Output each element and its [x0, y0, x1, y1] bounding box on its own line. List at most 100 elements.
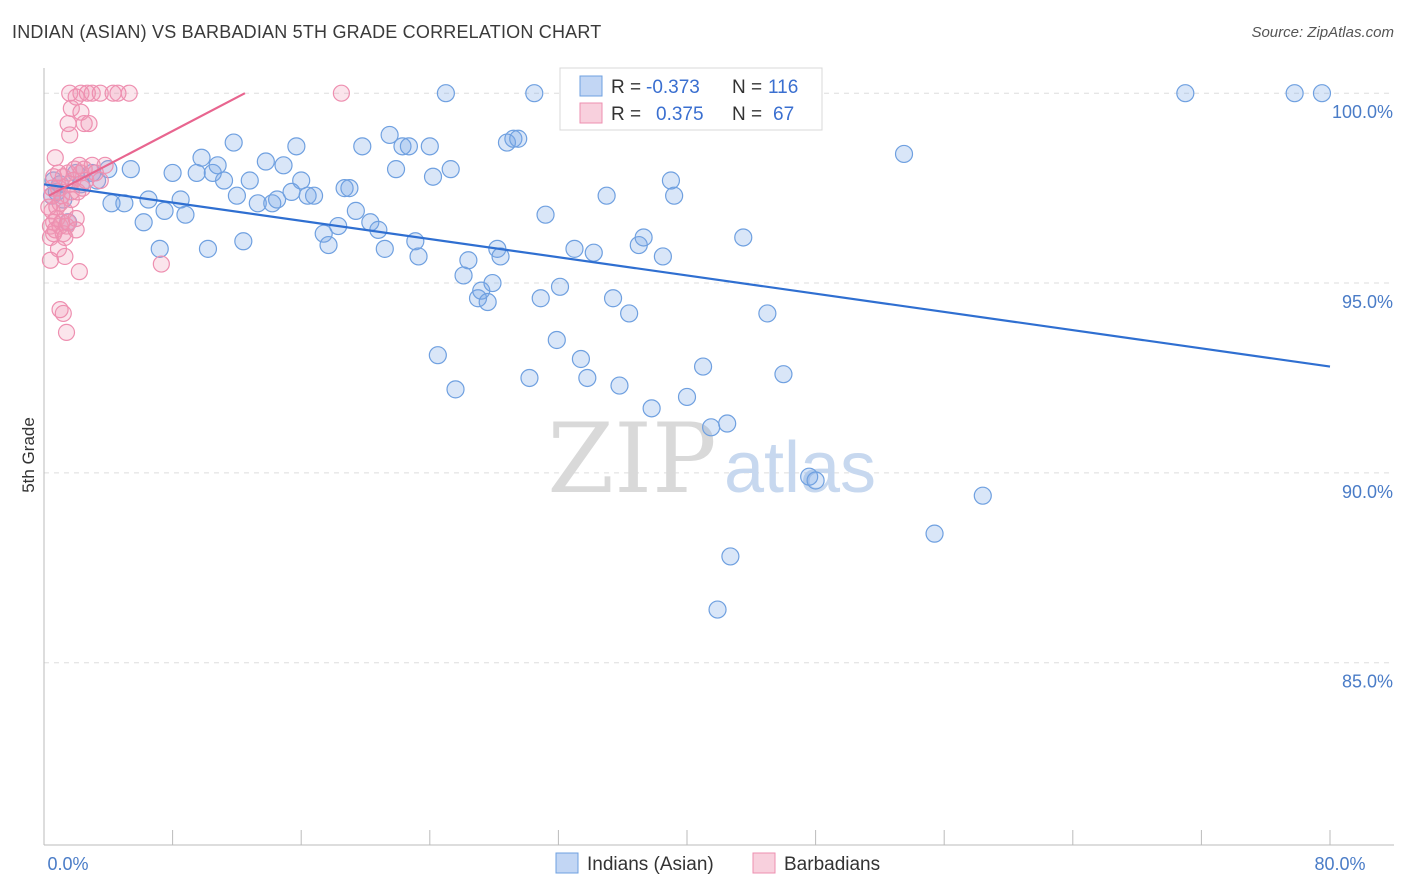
trend-line-indians	[43, 183, 1331, 368]
chart-title: INDIAN (ASIAN) VS BARBADIAN 5TH GRADE CO…	[12, 22, 602, 42]
point-indians	[340, 179, 359, 198]
point-indians	[565, 239, 584, 258]
y-axis-label: 5th Grade	[19, 417, 38, 493]
point-indians	[973, 486, 992, 505]
source-label: Source: ZipAtlas.com	[1251, 24, 1394, 41]
x-tick-label: 0.0%	[47, 854, 88, 874]
y-tick-label: 90.0%	[1342, 482, 1393, 502]
point-indians	[292, 171, 311, 190]
point-indians	[721, 547, 740, 566]
point-barbadians	[75, 114, 93, 133]
point-barbadians	[91, 84, 109, 102]
point-indians	[547, 330, 566, 350]
point-barbadians	[70, 263, 88, 281]
point-indians	[274, 156, 293, 175]
point-indians	[620, 304, 639, 323]
point-indians	[758, 304, 777, 323]
point-indians	[734, 228, 753, 247]
point-indians	[603, 289, 623, 308]
legend-barbadians-label: Barbadians	[784, 854, 880, 875]
point-barbadians	[67, 221, 85, 239]
point-indians	[163, 163, 182, 183]
point-indians	[224, 133, 243, 152]
point-barbadians	[45, 225, 63, 243]
point-indians	[375, 239, 394, 258]
point-indians	[531, 289, 550, 308]
point-indians	[504, 129, 523, 148]
point-indians	[536, 205, 555, 224]
point-indians	[677, 387, 697, 407]
point-indians	[150, 239, 169, 258]
point-indians	[298, 186, 317, 205]
data-points	[40, 84, 1332, 619]
point-indians	[227, 186, 246, 205]
legend-r-label: R =	[611, 104, 641, 125]
point-indians	[335, 179, 354, 198]
point-indians	[509, 129, 528, 148]
legend-r-value: -0.373	[646, 77, 700, 98]
point-indians	[314, 224, 333, 243]
point-barbadians	[46, 149, 64, 167]
point-indians	[423, 167, 443, 186]
legend-indians-label: Indians (Asian)	[587, 854, 714, 875]
point-indians	[428, 346, 447, 365]
y-tick-label: 95.0%	[1342, 292, 1393, 312]
point-indians	[134, 213, 153, 232]
legend-n-label: N =	[732, 104, 762, 125]
point-barbadians	[120, 84, 138, 102]
point-indians	[661, 171, 681, 190]
point-indians	[214, 171, 234, 190]
point-indians	[393, 137, 412, 156]
point-indians	[459, 251, 478, 270]
trend-lines	[43, 92, 1331, 368]
point-indians	[234, 232, 253, 251]
legend-n-label: N =	[732, 77, 762, 98]
point-indians	[478, 292, 497, 312]
axes: 100.0% 95.0% 90.0% 85.0% 0.0% 80.0%	[43, 68, 1394, 874]
legend-n-value: 116	[768, 77, 798, 98]
point-indians	[319, 235, 338, 255]
point-barbadians	[41, 251, 60, 269]
watermark-atlas: atlas	[724, 428, 876, 508]
point-indians	[208, 156, 227, 175]
point-indians	[702, 418, 721, 437]
point-indians	[925, 524, 944, 543]
legend-swatch-indians	[555, 852, 579, 874]
point-indians	[665, 186, 684, 205]
point-indians	[121, 160, 140, 179]
point-indians	[550, 277, 570, 296]
stats-legend: R = -0.373 N = 116 R = 0.375 N = 67	[559, 67, 823, 131]
point-indians	[441, 160, 460, 179]
point-barbadians	[332, 84, 350, 102]
legend-n-value: 67	[773, 104, 794, 125]
legend-swatch-pink	[579, 102, 603, 124]
point-indians	[454, 266, 473, 285]
point-barbadians	[54, 304, 72, 323]
y-tick-label: 85.0%	[1342, 672, 1393, 692]
point-indians	[192, 148, 211, 167]
legend-swatch-barbadians	[752, 852, 776, 874]
point-indians	[653, 247, 672, 266]
point-barbadians	[61, 126, 79, 144]
point-barbadians	[57, 323, 76, 342]
point-indians	[248, 194, 267, 213]
point-indians	[1312, 84, 1332, 103]
point-indians	[578, 368, 597, 388]
point-barbadians	[91, 171, 109, 190]
point-indians	[774, 365, 793, 384]
point-indians	[894, 144, 914, 164]
point-barbadians	[152, 255, 170, 273]
point-indians	[693, 357, 713, 376]
point-indians	[386, 160, 406, 179]
point-indians	[718, 414, 737, 433]
point-indians	[304, 186, 324, 205]
series-legend: Indians (Asian) Barbadians	[555, 852, 880, 875]
point-indians	[1285, 84, 1304, 103]
point-indians	[187, 163, 206, 183]
point-indians	[642, 399, 661, 418]
point-indians	[353, 137, 372, 156]
point-indians	[409, 247, 428, 266]
point-indians	[525, 84, 544, 103]
x-tick-label: 80.0%	[1314, 854, 1365, 874]
